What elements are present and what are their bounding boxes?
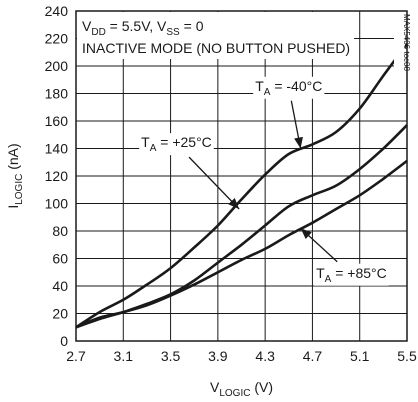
- label-plus-85c: TA = +85°C: [316, 265, 387, 285]
- y-tick-label: 80: [52, 223, 68, 239]
- y-tick-label: 100: [45, 196, 69, 212]
- x-tick-label: 4.7: [303, 348, 323, 364]
- document-code-background: [394, 12, 405, 74]
- y-tick-label: 20: [52, 306, 68, 322]
- x-tick-label: 5.5: [397, 348, 417, 364]
- document-code: MAX5406 toc08: [402, 14, 411, 71]
- x-tick-label: 3.5: [161, 348, 181, 364]
- label-background: [139, 133, 214, 156]
- x-tick-label: 3.9: [208, 348, 228, 364]
- annotation-arrowhead: [300, 228, 312, 239]
- x-tick-label: 5.1: [350, 348, 370, 364]
- label-background: [253, 76, 325, 99]
- y-tick-label: 220: [45, 31, 69, 47]
- label-plus-25c: TA = +25°C: [141, 134, 212, 154]
- conditions-line-2: INACTIVE MODE (NO BUTTON PUSHED): [82, 40, 350, 56]
- annotation-arrow-line: [188, 156, 240, 210]
- y-axis-title: ILOGIC (nA): [5, 143, 25, 208]
- y-tick-label: 140: [45, 141, 69, 157]
- y-tick-label: 40: [52, 278, 68, 294]
- x-axis-title: VLOGIC (V): [210, 379, 273, 399]
- y-tick-label: 0: [60, 333, 68, 349]
- y-tick-label: 60: [52, 251, 68, 267]
- label-background: [314, 263, 389, 286]
- series-line-plus-85c: [75, 159, 408, 329]
- conditions-background: [77, 12, 355, 59]
- x-tick-labels: 2.7 3.1 3.5 3.9 4.3 4.7 5.1 5.5: [66, 348, 417, 364]
- conditions-line-1: VDD = 5.5V, VSS = 0: [82, 18, 204, 38]
- label-minus-40c: TA = -40°C: [255, 78, 322, 98]
- grid: [75, 10, 408, 342]
- y-tick-label: 120: [45, 168, 69, 184]
- y-tick-label: 200: [45, 58, 69, 74]
- x-tick-label: 2.7: [66, 348, 86, 364]
- y-tick-label: 180: [45, 86, 69, 102]
- annotations: TA = -40°C TA = +25°C TA = +85°C: [139, 76, 389, 286]
- x-tick-label: 3.1: [114, 348, 134, 364]
- annotation-arrowhead: [228, 197, 240, 209]
- annotation-arrowhead: [294, 136, 303, 149]
- series-layer: [75, 43, 409, 329]
- y-tick-labels: 0 20 40 60 80 100 120 140 160 180 200 220 240: [45, 3, 69, 349]
- x-tick-label: 4.3: [255, 348, 275, 364]
- y-tick-label: 240: [45, 3, 69, 19]
- series-line-minus-40c: [75, 43, 409, 329]
- plot-frame: [75, 10, 408, 342]
- y-tick-label: 160: [45, 113, 69, 129]
